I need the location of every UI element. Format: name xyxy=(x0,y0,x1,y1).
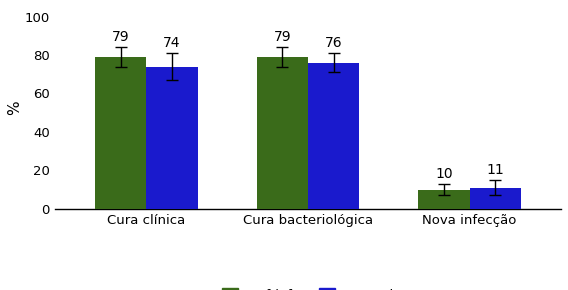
Legend: Ceftiofur, Control: Ceftiofur, Control xyxy=(216,283,399,290)
Bar xyxy=(257,57,308,209)
Text: 79: 79 xyxy=(112,30,130,44)
Y-axis label: %: % xyxy=(7,101,22,115)
Bar xyxy=(308,63,359,209)
Text: 11: 11 xyxy=(486,163,504,177)
Bar xyxy=(95,57,147,209)
Text: 10: 10 xyxy=(435,167,453,181)
Bar xyxy=(147,66,198,209)
Text: 79: 79 xyxy=(274,30,291,44)
Text: 74: 74 xyxy=(163,36,181,50)
Bar xyxy=(470,188,521,209)
Text: 76: 76 xyxy=(325,36,343,50)
Bar xyxy=(419,190,470,209)
